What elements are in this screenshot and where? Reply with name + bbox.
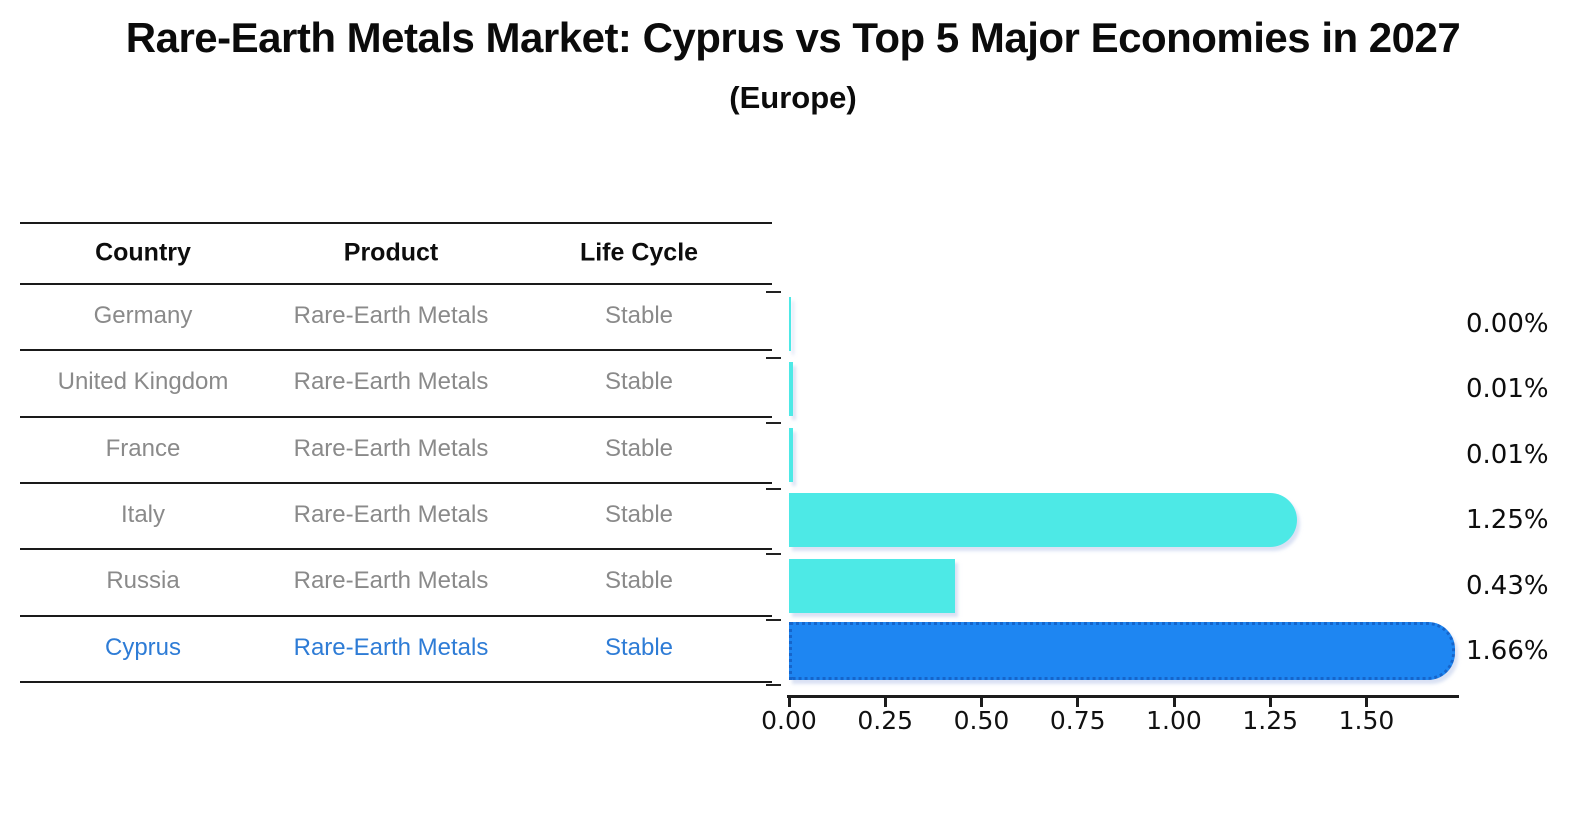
table-cell-france-life-cycle: Stable — [604, 434, 674, 462]
bar-value-label: 1.25% — [1466, 505, 1549, 536]
table-rule — [20, 614, 772, 617]
x-tick — [1365, 697, 1368, 707]
table-cell-united-kingdom-country: United Kingdom — [57, 368, 229, 396]
table-rule — [20, 222, 772, 224]
x-tick-label: 1.50 — [1338, 706, 1395, 735]
table-rule — [20, 415, 772, 418]
table-header-product: Product — [343, 238, 439, 266]
table-rule — [20, 481, 772, 484]
table-cell-france-product: Rare-Earth Metals — [293, 434, 489, 462]
bar-value-label: 0.01% — [1466, 374, 1549, 405]
x-axis-line — [787, 695, 1459, 698]
table-cell-germany-life-cycle: Stable — [604, 302, 674, 330]
bar-value-label: 0.43% — [1466, 570, 1549, 601]
table-cell-italy-life-cycle: Stable — [604, 501, 674, 529]
table-cell-russia-life-cycle: Stable — [604, 567, 674, 595]
table-cell-united-kingdom-product: Rare-Earth Metals — [293, 368, 489, 396]
table-cell-cyprus-product: Rare-Earth Metals — [293, 633, 489, 661]
table-cell-germany-country: Germany — [93, 302, 193, 330]
x-tick — [1076, 697, 1080, 707]
x-tick-label: 1.00 — [1146, 706, 1202, 735]
x-tick — [980, 697, 983, 707]
x-tick-label: 0.00 — [761, 706, 817, 735]
y-tick — [766, 487, 781, 490]
table-rule — [20, 283, 772, 285]
table-cell-cyprus-country: Cyprus — [104, 633, 182, 661]
bar-value-label: 0.00% — [1466, 308, 1549, 339]
table-cell-italy-product: Rare-Earth Metals — [293, 501, 489, 529]
bar-value-label: 0.01% — [1466, 439, 1549, 470]
x-tick-label: 0.50 — [953, 706, 1010, 735]
bar-france — [789, 427, 793, 482]
y-tick — [766, 684, 781, 686]
table-cell-cyprus-life-cycle: Stable — [604, 633, 674, 661]
table-header-life-cycle: Life Cycle — [579, 238, 699, 266]
bar-cyprus — [789, 622, 1456, 681]
table-cell-france-country: France — [105, 434, 181, 462]
table-rule — [20, 349, 772, 352]
x-tick-label: 0.75 — [1049, 706, 1106, 735]
chart-title: Rare-Earth Metals Market: Cyprus vs Top … — [125, 14, 1461, 61]
chart-subtitle: (Europe) — [729, 80, 857, 115]
bar-italy — [789, 493, 1298, 548]
bar-germany — [789, 296, 791, 351]
x-tick — [1268, 697, 1272, 707]
bar-value-label: 1.66% — [1466, 636, 1549, 667]
y-tick — [766, 553, 781, 555]
table-cell-russia-country: Russia — [106, 567, 180, 595]
table-cell-united-kingdom-life-cycle: Stable — [604, 368, 674, 396]
bar-russia — [789, 558, 955, 613]
x-tick — [883, 697, 887, 707]
y-tick — [766, 291, 781, 293]
y-tick — [766, 618, 781, 621]
x-tick-label: 1.25 — [1242, 706, 1299, 735]
table-rule — [20, 548, 772, 551]
table-cell-russia-product: Rare-Earth Metals — [293, 567, 489, 595]
table-cell-germany-product: Rare-Earth Metals — [293, 302, 489, 330]
x-tick — [787, 697, 791, 707]
table-rule — [20, 680, 772, 683]
x-tick — [1172, 697, 1176, 707]
y-tick — [766, 356, 781, 359]
table-header-country: Country — [95, 238, 191, 266]
table-cell-italy-country: Italy — [120, 501, 165, 529]
x-tick-label: 0.25 — [857, 706, 914, 735]
bar-united-kingdom — [789, 362, 793, 417]
y-tick — [766, 422, 781, 424]
